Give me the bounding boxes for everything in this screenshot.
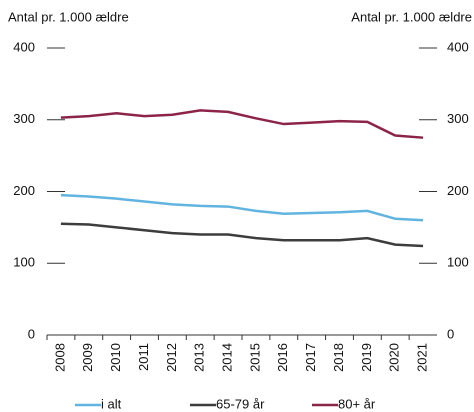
y-tick-label: 200	[13, 183, 35, 198]
y2-tick-label: 400	[447, 39, 469, 54]
series-line	[60, 222, 424, 248]
series-line	[60, 109, 424, 139]
y2-tick-label: 300	[447, 111, 469, 126]
x-tick-label: 2017	[303, 343, 318, 372]
y-axis-label: Antal pr. 1.000 ældre	[8, 9, 129, 24]
x-tick-label: 2021	[415, 343, 430, 372]
y2-axis-label: Antal pr. 1.000 ældre	[351, 9, 472, 24]
x-tick-label: 2020	[387, 343, 402, 372]
x-tick-label: 2010	[108, 343, 123, 372]
y-tick-label: 100	[13, 255, 35, 270]
y2-tick-label: 0	[447, 326, 454, 341]
x-tick-label: 2011	[136, 343, 151, 371]
x-tick-label: 2009	[80, 343, 95, 372]
y-tick-label: 400	[13, 39, 35, 54]
x-tick-label: 2014	[220, 343, 235, 372]
x-tick-label: 2018	[331, 343, 346, 372]
legend-label: 80+ år	[338, 396, 376, 411]
x-tick-label: 2015	[247, 343, 262, 372]
x-tick-label: 2013	[192, 343, 207, 372]
y2-tick-label: 100	[447, 255, 469, 270]
series-line	[60, 193, 424, 222]
x-tick-label: 2016	[275, 343, 290, 372]
legend-label: i alt	[101, 396, 122, 411]
legend-label: 65-79 år	[216, 396, 265, 411]
x-tick-label: 2019	[359, 343, 374, 372]
y2-tick-label: 200	[447, 183, 469, 198]
y-tick-label: 300	[13, 111, 35, 126]
y-tick-label: 0	[28, 326, 35, 341]
x-tick-label: 2012	[164, 343, 179, 372]
x-tick-label: 2008	[52, 343, 67, 372]
